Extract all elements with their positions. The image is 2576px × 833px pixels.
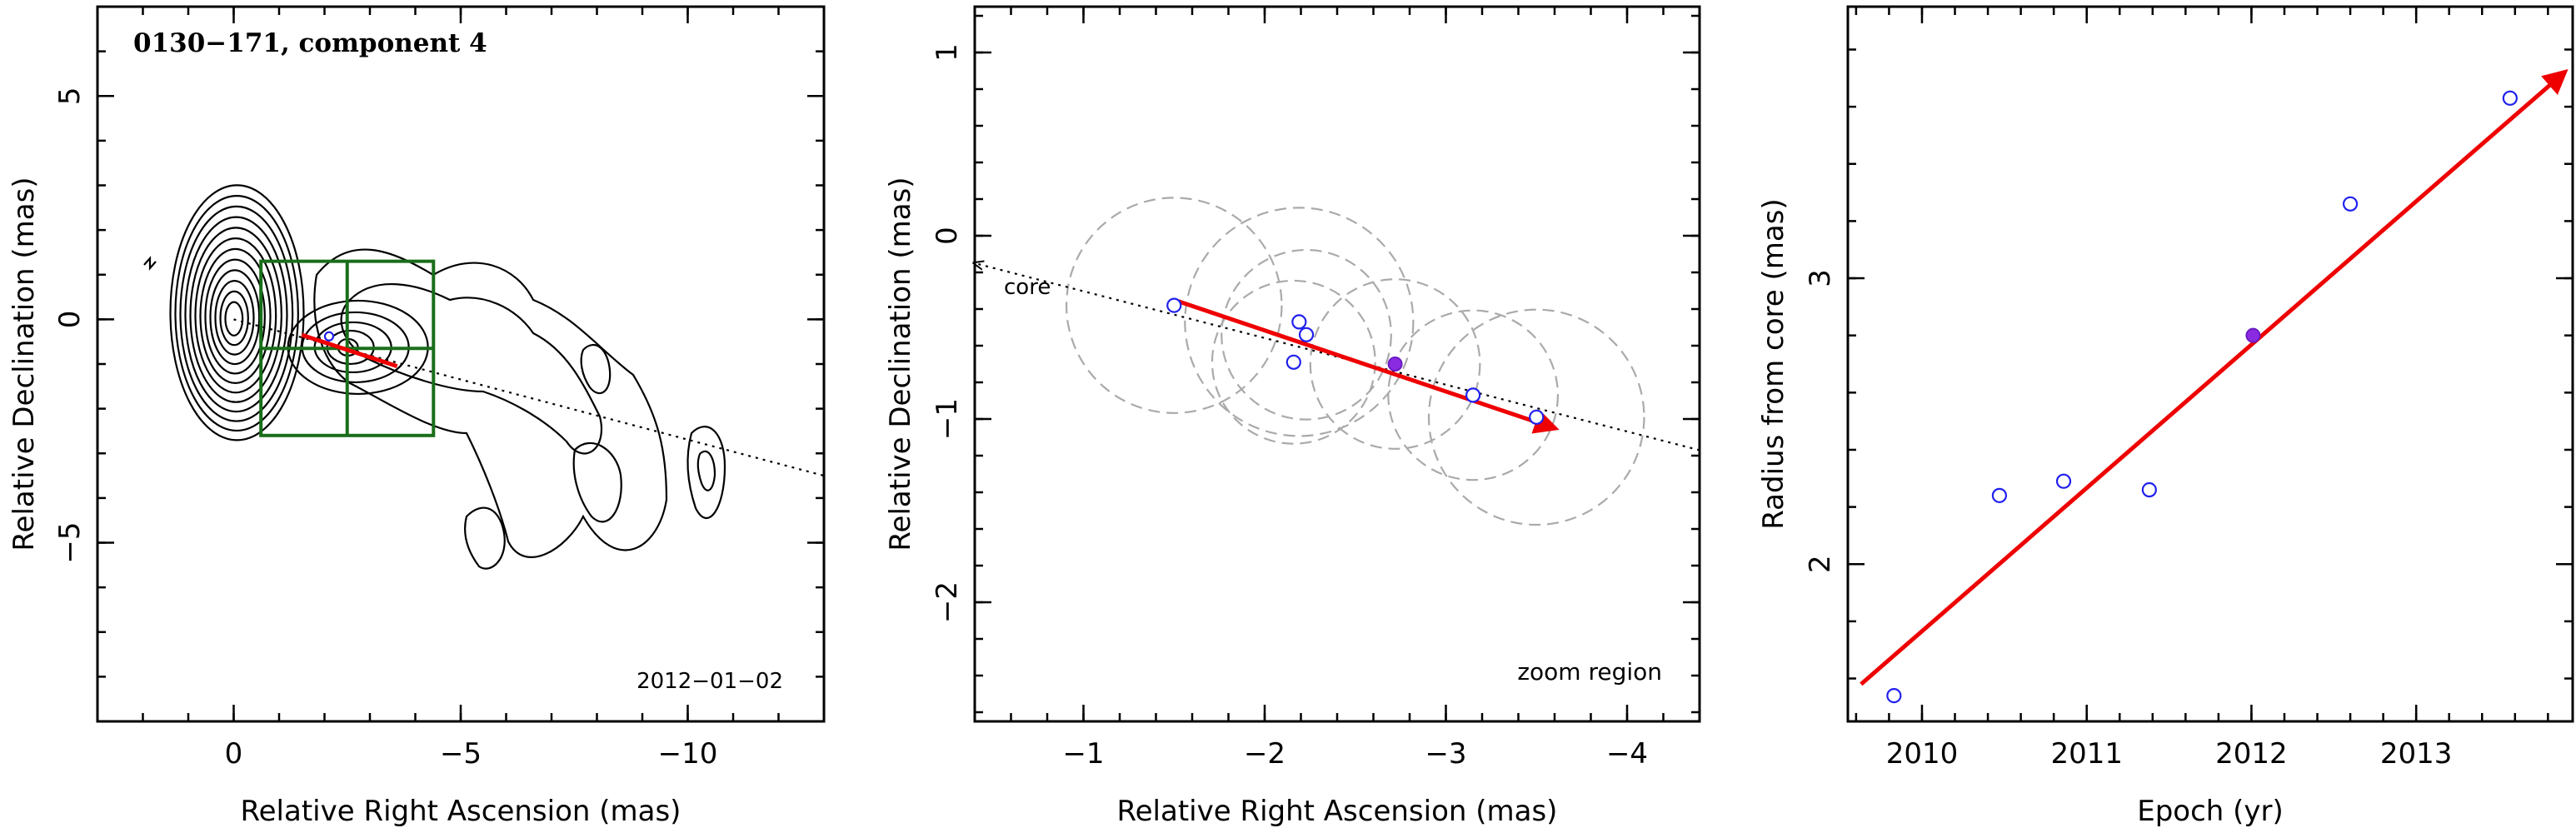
data-point bbox=[1166, 297, 1182, 313]
panel-contour-map: 0 −5 −10 5 0 −5 0130−171, component 4 2012−01… bbox=[7, 5, 826, 828]
uncertainty-circle bbox=[1221, 248, 1392, 421]
noise-contour bbox=[143, 256, 157, 271]
core-contour bbox=[214, 280, 255, 356]
panel3-ylabel: Radius from core (mas) bbox=[1757, 198, 1790, 529]
core-contour bbox=[209, 269, 261, 366]
panel1-title: 0130−171, component 4 bbox=[133, 28, 487, 58]
data-point bbox=[1291, 314, 1307, 330]
motion-arrow bbox=[1173, 297, 1560, 434]
jet-contour bbox=[313, 248, 668, 558]
core-contour bbox=[224, 301, 244, 337]
core-contour bbox=[169, 184, 305, 441]
core-contour bbox=[199, 247, 272, 384]
data-point bbox=[1465, 387, 1481, 403]
data-point bbox=[1286, 354, 1301, 370]
panel1-ylabel: Relative Declination (mas) bbox=[7, 177, 41, 551]
motion-arrow bbox=[301, 332, 398, 369]
panel3-xtick-label: 2013 bbox=[2380, 737, 2453, 771]
highlight-point bbox=[1387, 357, 1403, 372]
jet-contour bbox=[696, 450, 716, 491]
panel2-xtick-label: −2 bbox=[1244, 737, 1286, 771]
jet-contour bbox=[572, 441, 622, 523]
panel3-xtick-label: 2012 bbox=[2215, 737, 2288, 771]
panel3-ticks: 2010 2011 2012 2013 2 3 bbox=[1804, 7, 2573, 771]
panel2-ylabel: Relative Declination (mas) bbox=[884, 177, 917, 551]
data-point bbox=[1991, 487, 2008, 503]
panel1-epoch-label: 2012−01−02 bbox=[637, 669, 783, 694]
core-contour bbox=[194, 237, 277, 394]
panel2-xlabel: Relative Right Ascension (mas) bbox=[1117, 795, 1558, 828]
panel3-xtick-label: 2011 bbox=[2050, 737, 2123, 771]
core-contour bbox=[204, 258, 266, 375]
panel3-xlabel: Epoch (yr) bbox=[2137, 795, 2284, 828]
data-point bbox=[1298, 327, 1315, 342]
panel1-xtick-label: −5 bbox=[440, 737, 482, 771]
jet-contour bbox=[686, 426, 726, 520]
panel2-xtick-label: −4 bbox=[1606, 737, 1648, 771]
core-contour bbox=[219, 290, 249, 347]
panel1-xtick-label: −10 bbox=[658, 737, 718, 771]
fit-arrow bbox=[1860, 68, 2569, 686]
panel1-xtick-label: 0 bbox=[225, 737, 243, 771]
data-point bbox=[1529, 409, 1545, 425]
panel1-ytick-label: 0 bbox=[53, 311, 87, 329]
data-point bbox=[2055, 473, 2072, 489]
panel1-ytick-label: 5 bbox=[53, 87, 87, 105]
uncertainty-circle bbox=[1309, 278, 1481, 450]
panel3-frame bbox=[1846, 5, 2574, 723]
panel3-ytick-label: 3 bbox=[1804, 269, 1837, 287]
data-point bbox=[1886, 688, 1902, 704]
panel2-plot-area bbox=[975, 197, 1700, 526]
panel2-xtick-label: −3 bbox=[1425, 737, 1466, 771]
panel2-xtick-label: −1 bbox=[1062, 737, 1104, 771]
jet-contour bbox=[580, 344, 612, 394]
uncertainty-circle bbox=[1427, 308, 1645, 526]
panel2-zoom-label: zoom region bbox=[1517, 658, 1662, 686]
contour-group bbox=[143, 184, 825, 570]
panel2-ytick-label: 1 bbox=[931, 43, 964, 62]
uncertainty-circle bbox=[1387, 309, 1560, 481]
panel-radius-epoch: 2010 2011 2012 2013 2 3 Epoch (yr) Radius fro… bbox=[1757, 5, 2574, 828]
panel3-xtick-label: 2010 bbox=[1886, 737, 1959, 771]
core-contour bbox=[184, 216, 288, 413]
highlight-point bbox=[2245, 327, 2261, 343]
panel2-ytick-label: −1 bbox=[931, 398, 964, 440]
data-point bbox=[2502, 90, 2518, 106]
panel1-ytick-label: −5 bbox=[53, 521, 87, 563]
panel2-ticks: −1 −2 −3 −4 1 0 −1 −2 bbox=[931, 7, 1701, 771]
panel2-ytick-label: −2 bbox=[931, 581, 964, 623]
panel1-xlabel: Relative Right Ascension (mas) bbox=[241, 795, 681, 828]
uncertainty-circle bbox=[1184, 207, 1415, 437]
panel3-ytick-label: 2 bbox=[1804, 555, 1837, 573]
panel1-ticks: 0 −5 −10 5 0 −5 bbox=[53, 5, 826, 771]
data-point bbox=[2342, 196, 2359, 212]
panel2-ytick-label: 0 bbox=[931, 227, 964, 245]
panel3-plot-area bbox=[1860, 68, 2569, 704]
jet-contour bbox=[464, 506, 506, 570]
component-marker bbox=[323, 331, 335, 342]
core-contour bbox=[179, 205, 294, 422]
core-direction-line bbox=[975, 263, 1700, 451]
jet-contour bbox=[340, 283, 602, 455]
uncertainty-circle bbox=[1065, 197, 1283, 414]
uncertainty-circle bbox=[1211, 279, 1376, 445]
panel-zoom-region: −1 −2 −3 −4 1 0 −1 −2 core zoom region Relative… bbox=[884, 5, 1701, 828]
core-contour bbox=[189, 227, 282, 403]
data-point bbox=[2141, 481, 2157, 498]
core-contour bbox=[174, 195, 299, 432]
panel2-core-label: core bbox=[1004, 275, 1051, 300]
panel1-frame bbox=[96, 5, 826, 723]
